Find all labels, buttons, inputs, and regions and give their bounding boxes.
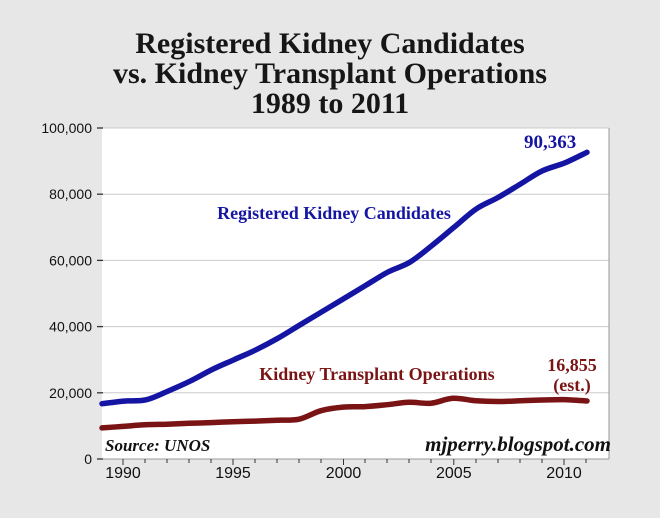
svg-text:20,000: 20,000	[49, 385, 92, 401]
svg-text:Kidney Transplant Operations: Kidney Transplant Operations	[259, 364, 494, 384]
svg-text:2005: 2005	[436, 465, 472, 482]
svg-text:Source: UNOS: Source: UNOS	[105, 436, 210, 455]
svg-text:16,855: 16,855	[547, 355, 597, 375]
svg-text:80,000: 80,000	[49, 186, 92, 202]
svg-text:(est.): (est.)	[553, 375, 590, 396]
svg-text:2000: 2000	[326, 465, 362, 482]
svg-text:2010: 2010	[546, 465, 582, 482]
svg-text:90,363: 90,363	[524, 132, 576, 153]
svg-text:1990: 1990	[105, 465, 141, 482]
svg-text:Registered Kidney Candidates: Registered Kidney Candidates	[217, 203, 451, 223]
svg-text:100,000: 100,000	[41, 120, 92, 136]
svg-text:60,000: 60,000	[49, 252, 92, 268]
svg-text:1995: 1995	[215, 465, 251, 482]
svg-text:mjperry.blogspot.com: mjperry.blogspot.com	[425, 432, 611, 456]
svg-text:40,000: 40,000	[49, 319, 92, 335]
svg-text:0: 0	[84, 451, 92, 467]
